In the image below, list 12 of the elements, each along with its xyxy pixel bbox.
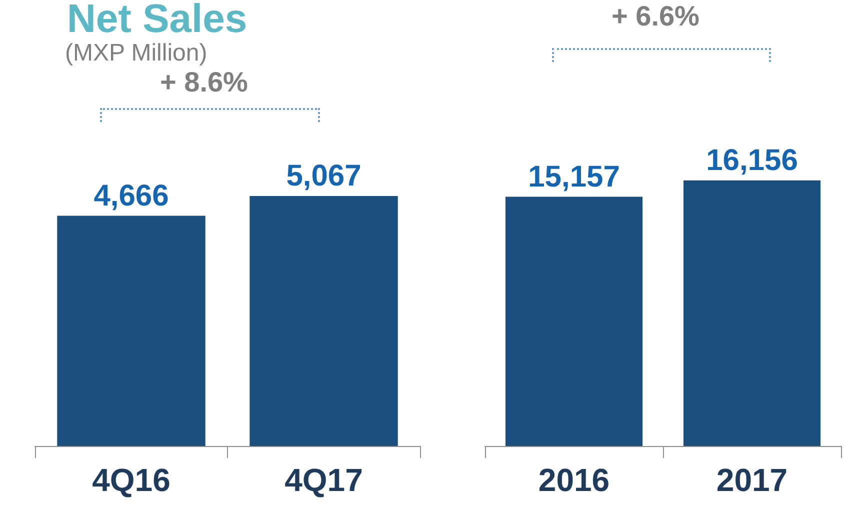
chart-subtitle: (MXP Million) — [65, 40, 208, 66]
data-label: 5,067 — [286, 160, 362, 193]
text: + 8.6% — [160, 66, 248, 98]
x-tick-label: 2016 — [538, 462, 610, 498]
x-tick-label: 4Q16 — [92, 462, 170, 498]
text: + 6.6% — [612, 0, 700, 32]
x-tick-label: 4Q17 — [284, 462, 363, 498]
chart-title: Net Sales — [67, 0, 248, 41]
data-label: 15,157 — [528, 160, 620, 194]
data-label: 4,666 — [94, 179, 169, 212]
x-tick-label: 2017 — [716, 462, 788, 498]
data-label: 16,156 — [706, 144, 798, 177]
